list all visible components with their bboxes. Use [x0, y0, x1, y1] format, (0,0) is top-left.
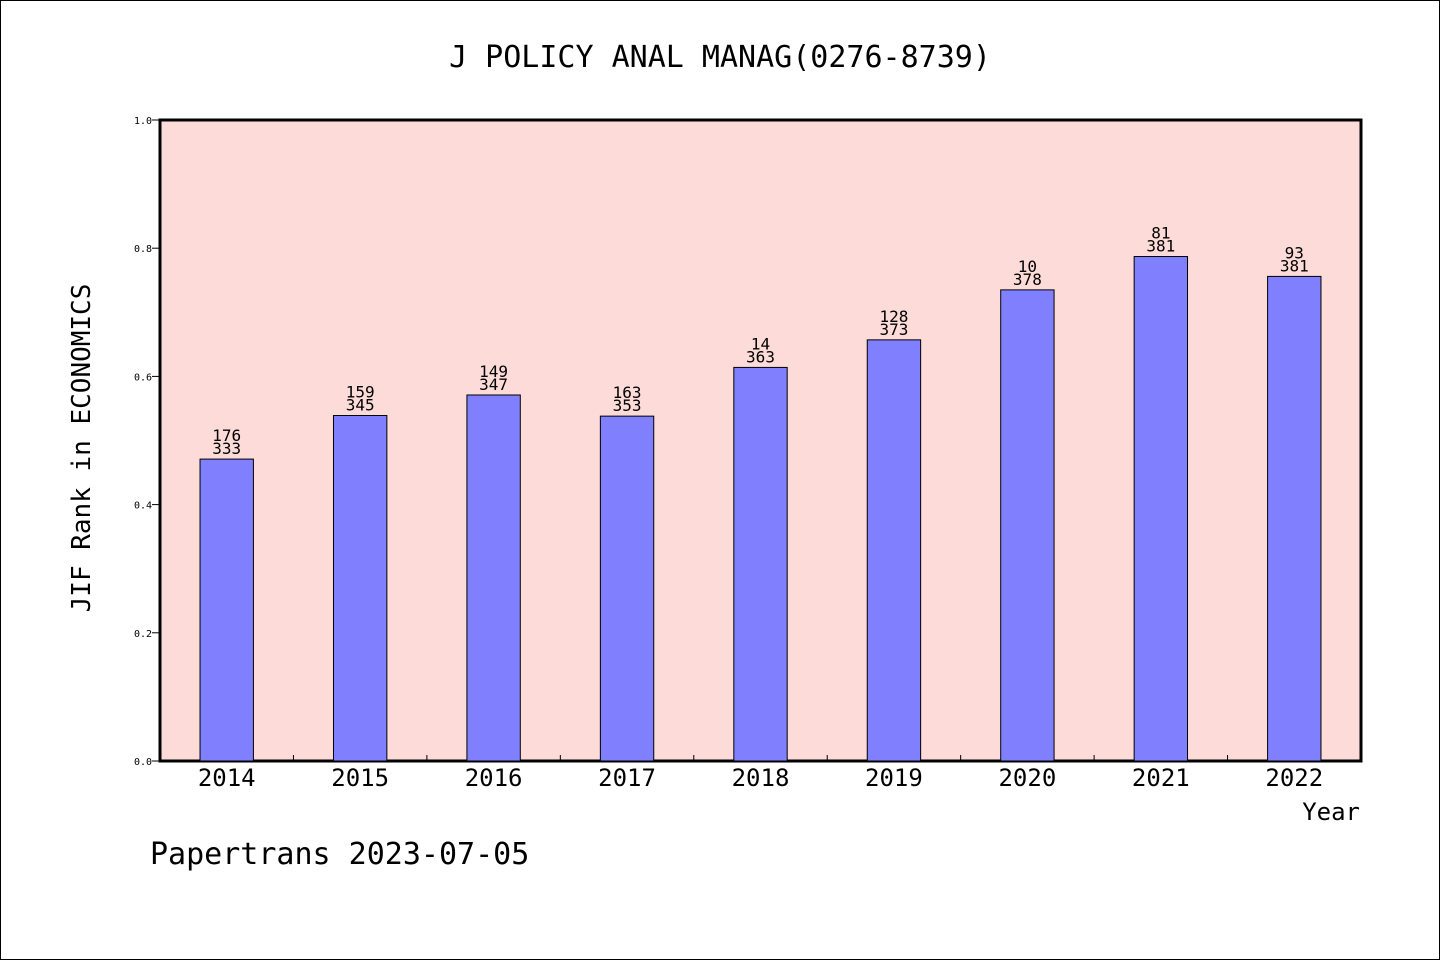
bar-total-label: 373	[879, 320, 908, 339]
bar	[1267, 275, 1322, 762]
footer-text: Papertrans 2023-07-05	[150, 837, 529, 872]
y-tick-label: 0.4	[134, 501, 152, 512]
bar-total-label: 353	[613, 396, 642, 415]
bar-rank-label: 176	[212, 426, 241, 445]
y-tick-label: 1.0	[134, 116, 152, 127]
x-tick-label: 2022	[1265, 764, 1323, 792]
y-tick-label: 0.6	[134, 372, 152, 383]
bar	[1133, 256, 1189, 762]
x-tick-label: 2019	[865, 764, 923, 792]
bar-total-label: 333	[212, 439, 241, 458]
x-tick-label: 2021	[1132, 764, 1190, 792]
bar	[1000, 289, 1055, 762]
y-axis: 0.0 0.2 0.4 0.6 0.8 1.0	[134, 116, 160, 768]
bar-rank-label: 149	[479, 362, 508, 381]
bar-rank-label: 163	[613, 383, 642, 402]
x-axis-label: Year	[1302, 798, 1360, 826]
bar-total-label: 378	[1013, 270, 1042, 289]
bar	[733, 366, 788, 762]
x-tick-label: 2015	[331, 764, 389, 792]
bar	[466, 394, 521, 762]
x-tick-label: 2018	[732, 764, 790, 792]
bar-total-label: 345	[346, 396, 375, 415]
bar-rank-label: 93	[1285, 243, 1304, 262]
x-tick-label: 2016	[465, 764, 523, 792]
bar	[332, 415, 388, 762]
x-tick-label: 2020	[998, 764, 1056, 792]
bar-rank-label: 159	[346, 383, 375, 402]
y-tick-label: 0.0	[134, 757, 152, 768]
bar-rank-label: 14	[751, 334, 770, 353]
y-axis-label: JIF Rank in ECONOMICS	[67, 284, 97, 613]
bar	[866, 339, 922, 762]
bar	[199, 458, 254, 762]
bar-total-label: 381	[1280, 256, 1309, 275]
bar-total-label: 363	[746, 347, 775, 366]
x-tick-label: 2014	[198, 764, 256, 792]
x-axis: 2014 2015 2016 2017 2018 2019 2020 2021 2022	[198, 755, 1323, 792]
y-tick-label: 0.8	[134, 244, 152, 255]
bar	[599, 415, 655, 762]
bar-total-label: 347	[479, 375, 508, 394]
chart-title: J POLICY ANAL MANAG(0276-8739)	[449, 40, 991, 75]
bar-rank-label: 128	[879, 307, 908, 326]
bar-total-label: 381	[1146, 237, 1175, 256]
y-tick-label: 0.2	[134, 629, 152, 640]
bar-rank-label: 10	[1018, 257, 1037, 276]
bar-rank-label: 81	[1151, 224, 1170, 243]
x-tick-label: 2017	[598, 764, 656, 792]
